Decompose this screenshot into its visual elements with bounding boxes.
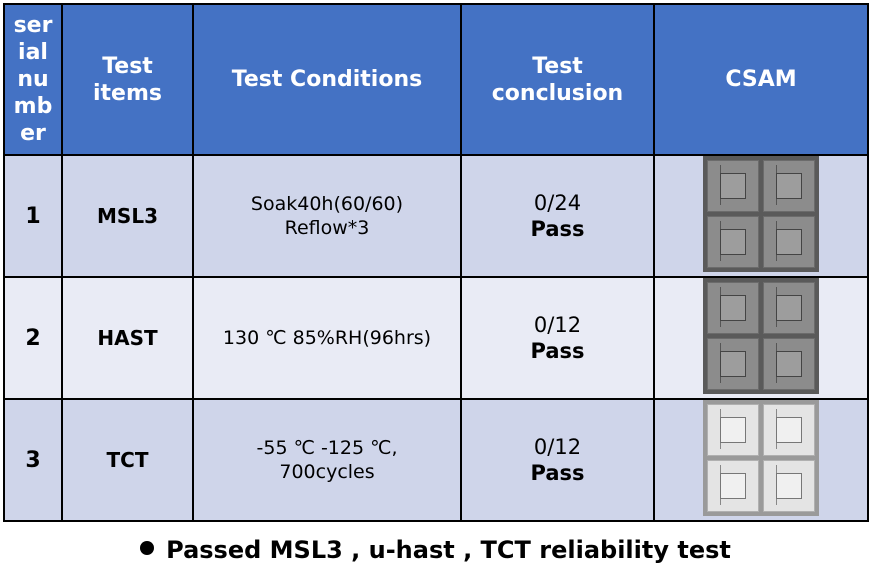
- csam-cell: [653, 154, 869, 278]
- test-item-cell: TCT: [61, 398, 194, 522]
- test-condition-cell: -55 ℃ -125 ℃, 700cycles: [192, 398, 462, 522]
- table-row: 2 HAST 130 ℃ 85%RH(96hrs) 0/12 Pass: [3, 276, 869, 400]
- test-conclusion-cell: 0/24 Pass: [460, 154, 655, 278]
- test-conclusion-cell: 0/12 Pass: [460, 398, 655, 522]
- header-csam: CSAM: [653, 3, 869, 156]
- test-item-cell: MSL3: [61, 154, 194, 278]
- csam-image: [703, 156, 819, 272]
- condition-line: -55 ℃ -125 ℃,: [256, 437, 398, 459]
- failure-ratio: 0/12: [533, 435, 582, 459]
- table-row: 3 TCT -55 ℃ -125 ℃, 700cycles 0/12 Pass: [3, 398, 869, 522]
- result-label: Pass: [530, 461, 585, 485]
- bullet-icon: [140, 541, 155, 555]
- test-condition-cell: 130 ℃ 85%RH(96hrs): [192, 276, 462, 400]
- test-condition-cell: Soak40h(60/60) Reflow*3: [192, 154, 462, 278]
- csam-image: [703, 400, 819, 516]
- condition-line: 700cycles: [279, 461, 375, 483]
- condition-line: 130 ℃ 85%RH(96hrs): [222, 327, 432, 349]
- serial-number-cell: 1: [3, 154, 63, 278]
- csam-cell: [653, 276, 869, 400]
- condition-line: Soak40h(60/60): [250, 193, 404, 215]
- summary-text: Passed MSL3 , u-hast , TCT reliability t…: [166, 536, 731, 564]
- condition-line: Reflow*3: [284, 217, 370, 239]
- header-test-conditions: Test Conditions: [192, 3, 462, 156]
- csam-cell: [653, 398, 869, 522]
- failure-ratio: 0/24: [533, 191, 582, 215]
- summary-note: Passed MSL3 , u-hast , TCT reliability t…: [0, 536, 871, 564]
- test-item-cell: HAST: [61, 276, 194, 400]
- failure-ratio: 0/12: [533, 313, 582, 337]
- reliability-table: ser ial nu mb er Test items Test Conditi…: [3, 3, 869, 522]
- header-test-items: Test items: [61, 3, 194, 156]
- result-label: Pass: [530, 339, 585, 363]
- header-row: ser ial nu mb er Test items Test Conditi…: [3, 3, 869, 156]
- csam-image: [703, 278, 819, 394]
- table-row: 1 MSL3 Soak40h(60/60) Reflow*3 0/24 Pass: [3, 154, 869, 278]
- serial-number-cell: 2: [3, 276, 63, 400]
- test-conclusion-cell: 0/12 Pass: [460, 276, 655, 400]
- header-serial-number: ser ial nu mb er: [3, 3, 63, 156]
- serial-number-cell: 3: [3, 398, 63, 522]
- header-test-conclusion: Test conclusion: [460, 3, 655, 156]
- result-label: Pass: [530, 217, 585, 241]
